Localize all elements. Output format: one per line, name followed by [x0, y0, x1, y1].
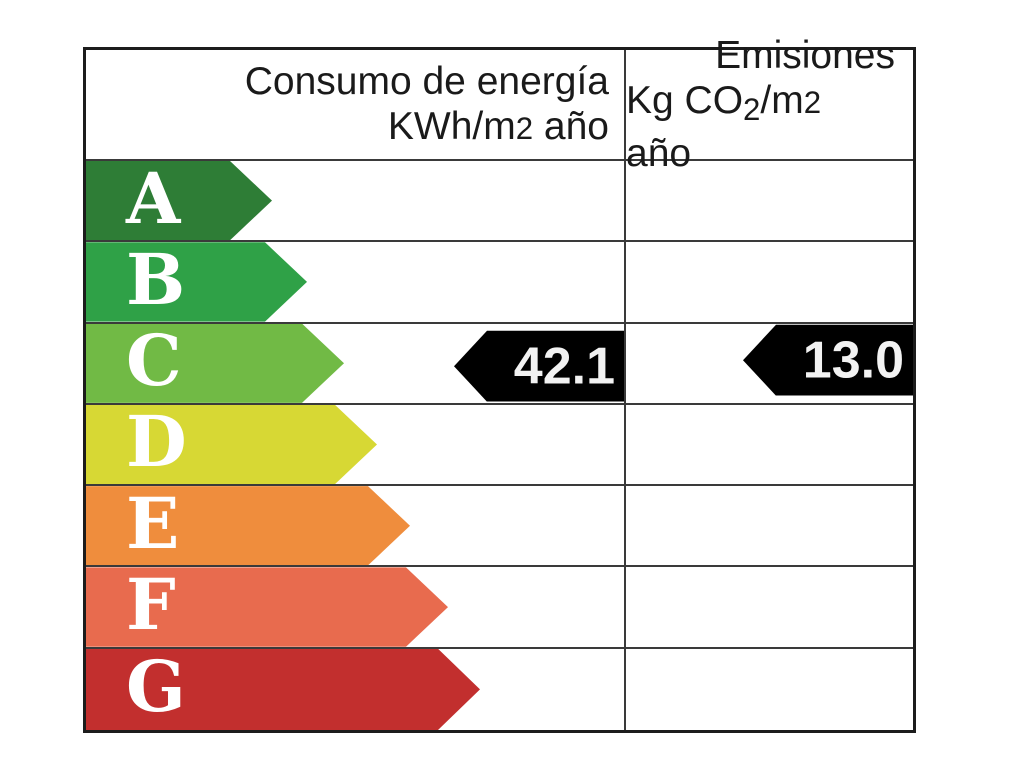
- rating-letter-e: E: [126, 481, 180, 565]
- emissions-cell-g: [626, 649, 913, 730]
- consumption-cell-f: F: [86, 567, 626, 649]
- emissions-value: 13.0: [802, 331, 904, 390]
- consumption-cell-c: C 42.1: [86, 323, 626, 405]
- rating-letter-c: C: [126, 319, 182, 403]
- rating-arrow-d: D: [86, 405, 377, 484]
- consumption-value-arrow: 42.1: [454, 330, 624, 402]
- rating-arrow-g: G: [86, 649, 480, 730]
- emissions-cell-d: [626, 405, 913, 487]
- consumption-header: Consumo de energía KWh/m2 año: [86, 50, 626, 161]
- emissions-value-arrow: 13.0: [743, 324, 913, 396]
- emissions-cell-b: [626, 242, 913, 324]
- energy-rating-table: Consumo de energía KWh/m2 año Emisiones …: [83, 34, 916, 733]
- consumption-header-title: Consumo de energía: [244, 59, 609, 103]
- consumption-value: 42.1: [513, 337, 615, 396]
- consumption-cell-e: E: [86, 486, 626, 568]
- consumption-cell-b: B: [86, 242, 626, 324]
- emissions-header-title: Emisiones: [715, 33, 895, 77]
- consumption-cell-d: D: [86, 404, 626, 487]
- consumption-header-unit: KWh/m2 año: [387, 104, 609, 148]
- rating-arrow-b: B: [86, 242, 307, 321]
- rating-arrow-e: E: [86, 486, 410, 565]
- rating-letter-f: F: [126, 563, 176, 647]
- rating-letter-a: A: [126, 156, 181, 240]
- rating-letter-d: D: [126, 400, 187, 484]
- emissions-header-unit: Kg CO2/m2 año: [626, 78, 822, 176]
- rating-arrow-f: F: [86, 567, 448, 646]
- emissions-cell-a: [626, 161, 913, 243]
- rating-letter-g: G: [126, 645, 186, 729]
- emissions-cell-c: 13.0: [626, 324, 913, 405]
- emissions-cell-e: [626, 486, 913, 568]
- rating-arrow-a: A: [86, 161, 272, 240]
- emissions-header: Emisiones Kg CO2/m2 año: [626, 34, 913, 175]
- emissions-cell-f: [626, 567, 913, 649]
- rating-arrow-c: C: [86, 324, 344, 403]
- rating-letter-b: B: [126, 237, 186, 321]
- consumption-cell-a: A: [86, 161, 626, 243]
- consumption-cell-g: G: [86, 648, 626, 730]
